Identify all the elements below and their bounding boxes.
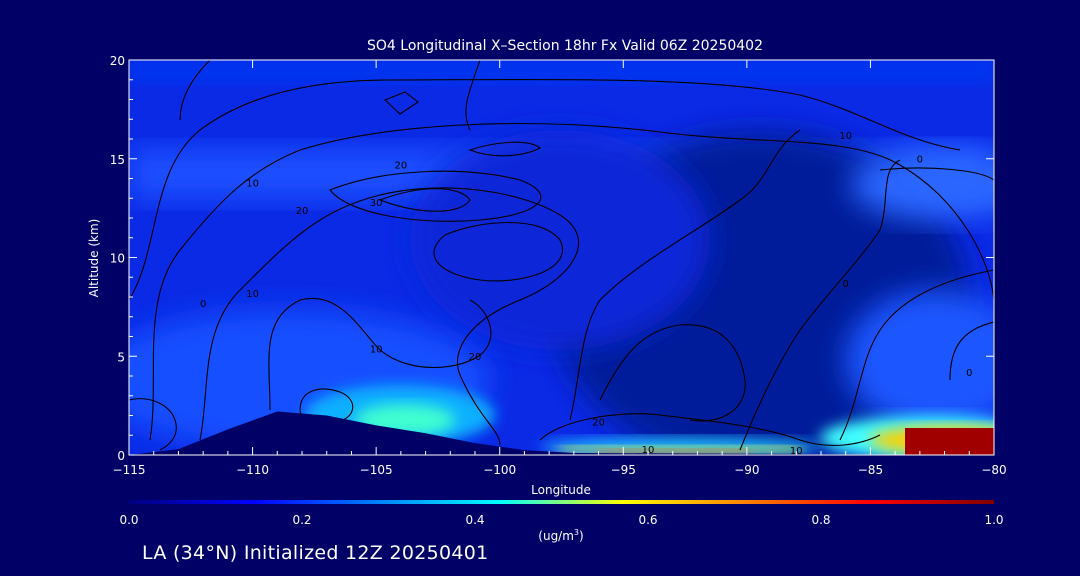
y-tick-label: 15	[110, 153, 125, 167]
contour-label: 0	[917, 155, 923, 166]
x-axis-label: Longitude	[531, 483, 591, 497]
x-axis: −115 −110 −105 −100 −95 −90 −85 −80	[113, 60, 1007, 477]
chart-title: SO4 Longitudinal X–Section 18hr Fx Valid…	[367, 38, 763, 54]
contour-label: 10	[246, 289, 259, 300]
colorbar-strip	[129, 500, 994, 504]
contour-label: 10	[839, 131, 852, 142]
contour-label: 0	[843, 279, 849, 290]
colorbar-units-close: )	[579, 529, 584, 543]
contour-label: 20	[296, 206, 309, 217]
contour-label: 30	[370, 198, 383, 209]
y-tick-label: 5	[117, 350, 125, 364]
colorbar-units-open: (ug/m	[538, 529, 574, 543]
contour-label: 10	[246, 178, 259, 189]
colorbar-tick-label: 0.0	[119, 513, 138, 527]
plot-area: 10 20 10 10 20 20 30 10 0 20 10 10 0 0 0	[129, 60, 994, 457]
colorbar-tick-label: 0.6	[638, 513, 657, 527]
contour-labels: 10 20 10 10 20 20 30 10 0 20 10 10 0 0 0	[200, 131, 973, 457]
contour-line	[599, 324, 746, 422]
contour-line	[879, 167, 994, 181]
contour-label: 20	[469, 352, 482, 363]
x-tick-label: −110	[236, 463, 269, 477]
y-axis-label: Altitude (km)	[87, 219, 101, 298]
field-east-upper	[850, 150, 994, 220]
colorbar-tick-label: 0.2	[292, 513, 311, 527]
contour-line	[839, 269, 994, 441]
contour-label: 0	[966, 368, 972, 379]
field-upper-band	[129, 60, 994, 82]
x-tick-label: −90	[734, 463, 759, 477]
contour-line	[465, 60, 481, 131]
contour-line	[378, 188, 471, 212]
y-tick-label: 0	[117, 449, 125, 463]
contour-line	[383, 91, 419, 115]
x-tick-label: −115	[113, 463, 146, 477]
contour-line	[268, 297, 492, 411]
contour-line	[129, 78, 961, 301]
contour-line	[179, 60, 211, 121]
contour-line	[468, 141, 542, 157]
concentration-field	[129, 60, 994, 455]
colorbar-tick-label: 1.0	[984, 513, 1003, 527]
initialization-caption: LA (34°N) Initialized 12Z 20250401	[142, 542, 489, 564]
contour-label: 10	[642, 445, 655, 456]
x-tick-label: −105	[360, 463, 393, 477]
contour-line	[433, 221, 563, 282]
colorbar-units-sup: 3	[574, 528, 579, 537]
contour-label: 0	[200, 299, 206, 310]
contour-label: 20	[394, 161, 407, 172]
field-plume-gulf-hot	[600, 449, 750, 453]
colorbar-tick-label: 0.8	[811, 513, 830, 527]
x-tick-label: −80	[981, 463, 1006, 477]
x-tick-label: −85	[858, 463, 883, 477]
contour-line	[949, 321, 994, 381]
contour-line	[539, 413, 881, 446]
contour-line	[149, 123, 994, 441]
colorbar-units-label: (ug/m3)	[538, 528, 583, 543]
x-tick-label: −100	[483, 463, 516, 477]
y-axis: 0 5 10 15 20	[110, 54, 994, 463]
contour-line	[569, 129, 801, 421]
colorbar-ticks: 0.0 0.2 0.4 0.6 0.8 1.0	[119, 513, 1003, 527]
contour-line	[739, 159, 901, 451]
contour-line	[129, 398, 177, 451]
y-tick-label: 20	[110, 54, 125, 68]
y-tick-label: 10	[110, 252, 125, 266]
colorbar-tick-label: 0.4	[465, 513, 484, 527]
contour-label: 10	[370, 344, 383, 355]
contour-line	[329, 170, 542, 222]
field-east-low	[845, 290, 994, 430]
colorbar: 0.0 0.2 0.4 0.6 0.8 1.0 (ug/m3)	[119, 500, 1004, 543]
terrain-mask	[129, 411, 994, 455]
contour-label: 10	[790, 446, 803, 457]
contour-label: 20	[592, 417, 605, 428]
field-plume-east-core	[905, 428, 994, 455]
x-tick-label: −95	[611, 463, 636, 477]
